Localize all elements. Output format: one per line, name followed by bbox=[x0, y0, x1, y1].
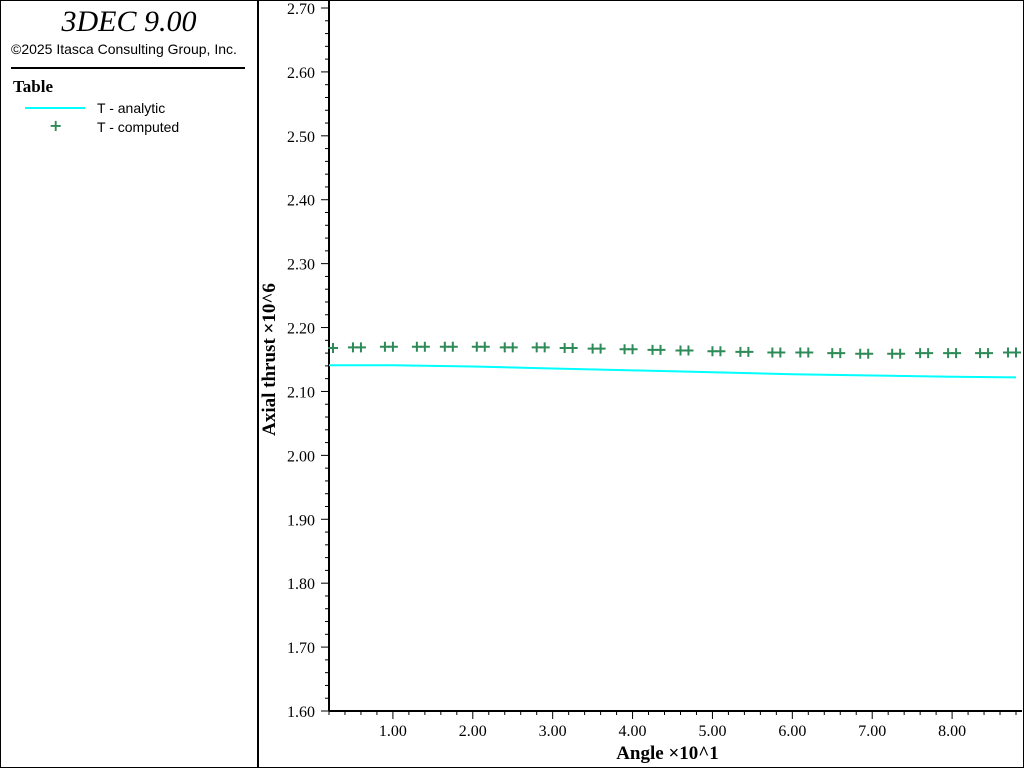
legend-heading: Table bbox=[13, 77, 54, 96]
y-tick-label: 2.70 bbox=[287, 1, 315, 18]
y-tick-label: 1.60 bbox=[287, 704, 315, 721]
computed-point-marker bbox=[539, 342, 550, 353]
computed-point-marker bbox=[863, 348, 874, 359]
title-divider bbox=[11, 67, 245, 69]
y-tick-label: 1.90 bbox=[287, 512, 315, 529]
computed-point-marker bbox=[683, 345, 694, 356]
computed-point-marker bbox=[355, 342, 366, 353]
y-tick-label: 2.30 bbox=[287, 257, 315, 274]
y-tick-label: 2.50 bbox=[287, 129, 315, 146]
legend-item-analytic: T - analytic bbox=[23, 99, 243, 117]
computed-point-marker bbox=[567, 342, 578, 353]
x-tick-label: 4.00 bbox=[619, 723, 647, 740]
x-tick-label: 2.00 bbox=[459, 723, 487, 740]
computed-point-marker bbox=[1011, 347, 1021, 358]
computed-point-marker bbox=[803, 347, 814, 358]
computed-point-marker bbox=[951, 348, 962, 359]
computed-point-marker bbox=[595, 343, 606, 354]
computed-point-marker bbox=[327, 342, 338, 353]
computed-point-marker bbox=[895, 348, 906, 359]
x-tick-label: 7.00 bbox=[858, 723, 886, 740]
x-tick-label: 3.00 bbox=[539, 723, 567, 740]
app-title: 3DEC 9.00 bbox=[61, 5, 197, 38]
computed-point-marker bbox=[387, 341, 398, 352]
series-analytic-line bbox=[329, 364, 1017, 379]
x-tick-label: 1.00 bbox=[379, 723, 407, 740]
x-tick-label: 6.00 bbox=[778, 723, 806, 740]
computed-point-marker bbox=[479, 341, 490, 352]
x-tick-label: 8.00 bbox=[938, 723, 966, 740]
legend-item-label: T - computed bbox=[97, 119, 180, 135]
computed-point-marker bbox=[627, 344, 638, 355]
computed-point-marker bbox=[655, 344, 666, 355]
computed-point-marker bbox=[447, 341, 458, 352]
computed-point-marker bbox=[775, 347, 786, 358]
copyright-text: ©2025 Itasca Consulting Group, Inc. bbox=[11, 41, 237, 57]
y-tick-label: 2.60 bbox=[287, 65, 315, 82]
legend-item-label: T - analytic bbox=[97, 100, 166, 116]
computed-point-marker bbox=[923, 348, 934, 359]
computed-point-marker bbox=[507, 342, 518, 353]
legend-line-swatch bbox=[23, 99, 87, 117]
computed-point-marker bbox=[835, 348, 846, 359]
y-tick-label: 1.80 bbox=[287, 576, 315, 593]
computed-point-marker bbox=[743, 346, 754, 357]
y-tick-label: 2.00 bbox=[287, 448, 315, 465]
y-axis-title: Axial thrust ×10^6 bbox=[259, 283, 280, 436]
y-tick-label: 2.20 bbox=[287, 321, 315, 338]
y-tick-label: 1.70 bbox=[287, 640, 315, 657]
legend-item-computed: + T - computed bbox=[23, 116, 243, 136]
y-tick-label: 2.40 bbox=[287, 193, 315, 210]
computed-point-marker bbox=[983, 348, 994, 359]
x-tick-label: 5.00 bbox=[698, 723, 726, 740]
computed-point-marker bbox=[419, 341, 430, 352]
legend-panel: 3DEC 9.00 ©2025 Itasca Consulting Group,… bbox=[1, 1, 259, 767]
legend-plus-swatch: + bbox=[49, 116, 63, 135]
computed-point-marker bbox=[715, 346, 726, 357]
x-axis-title: Angle ×10^1 bbox=[616, 743, 719, 764]
y-tick-label: 2.10 bbox=[287, 384, 315, 401]
